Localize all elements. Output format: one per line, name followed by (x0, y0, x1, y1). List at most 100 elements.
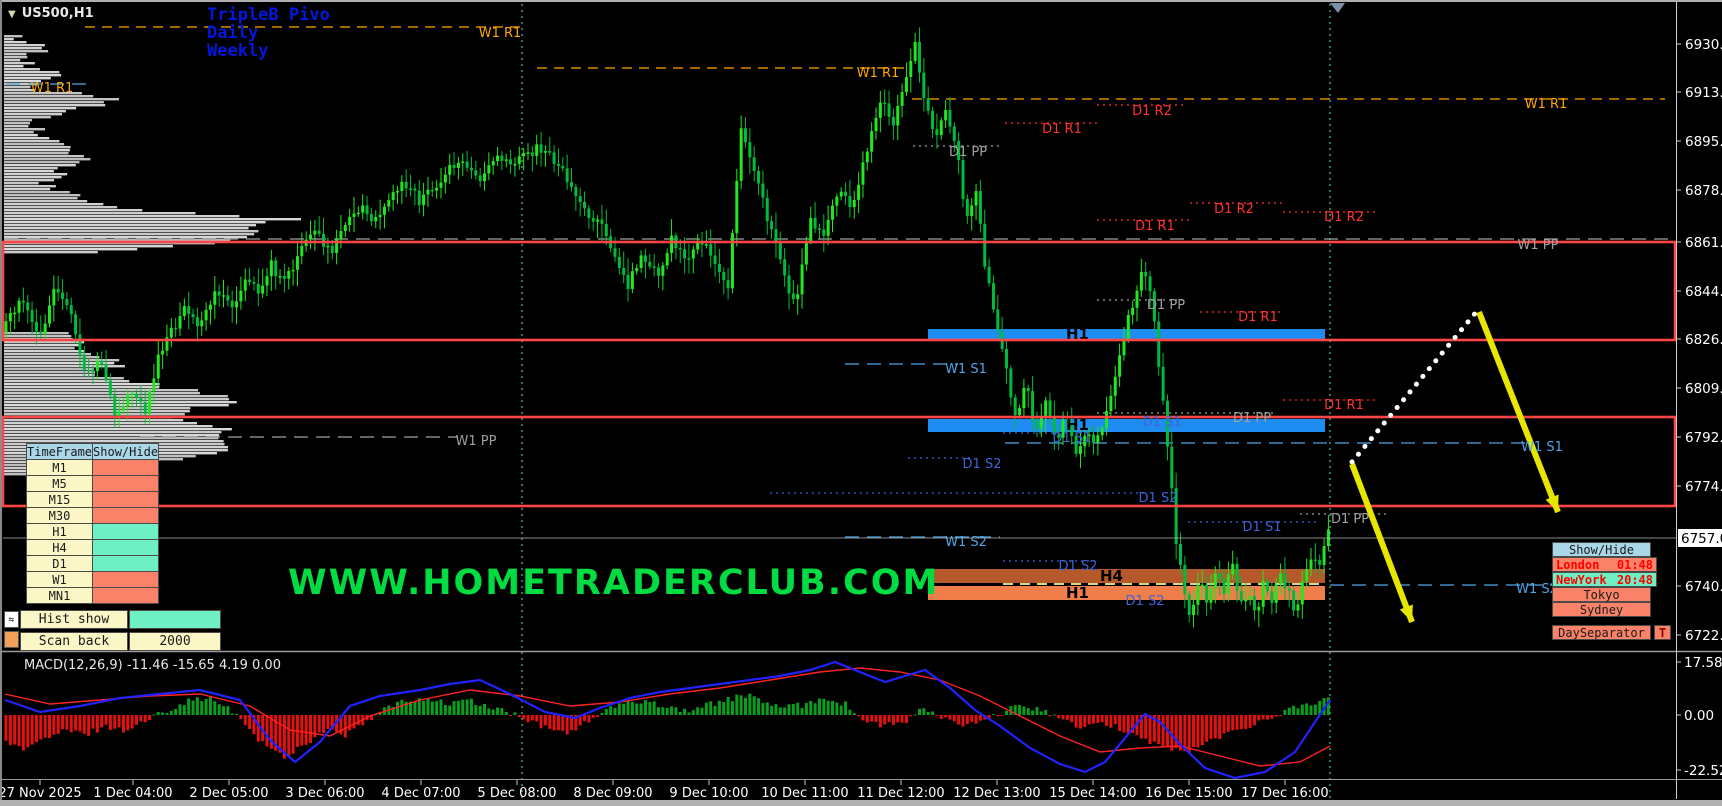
macd-histogram-bar (130, 715, 134, 729)
candle-body (1183, 565, 1187, 595)
candle-body (1018, 408, 1022, 416)
macd-histogram-bar (483, 703, 486, 715)
time-axis-label[interactable]: 16 Dec 15:00 (1145, 786, 1232, 801)
macd-histogram-bar (765, 702, 769, 715)
macd-histogram-bar (752, 696, 756, 715)
symbol-timeframe-label[interactable]: ▼ US500,H1 (8, 6, 94, 21)
macd-histogram-bar (474, 705, 478, 715)
tf-toggle-m30[interactable] (92, 507, 160, 524)
time-axis-label[interactable]: 11 Dec 12:00 (857, 786, 944, 801)
tf-label-d1: D1 (25, 555, 94, 572)
trend-annotation-arrow[interactable] (1349, 462, 1415, 624)
candle-body (857, 184, 861, 200)
candle-body (1174, 488, 1178, 545)
macd-histogram-bar (1270, 715, 1274, 719)
time-axis-label[interactable]: 12 Dec 13:00 (953, 786, 1040, 801)
time-axis-label[interactable]: 15 Dec 14:00 (1049, 786, 1136, 801)
candle-body (326, 245, 330, 248)
macd-histogram-bar (891, 715, 895, 725)
session-row-sydney[interactable]: Sydney (1552, 602, 1651, 617)
volume-profile-bar (4, 50, 49, 53)
hist-row-value[interactable]: 2000 (129, 632, 221, 651)
chevron-down-icon[interactable]: ▼ (8, 9, 16, 20)
macd-histogram-bar (630, 701, 634, 715)
volume-profile-bar (4, 86, 31, 89)
candle-body (417, 190, 421, 206)
range-rectangle[interactable] (1, 415, 1677, 508)
macd-histogram-bar (269, 715, 273, 749)
macd-histogram-bar (174, 708, 178, 715)
macd-histogram-bar (500, 708, 504, 715)
tf-toggle-mn1[interactable] (92, 587, 160, 604)
tf-toggle-m15[interactable] (92, 491, 160, 508)
macd-histogram-bar (243, 715, 247, 726)
candle-body (1213, 573, 1217, 589)
session-row-newyork[interactable]: NewYork 20:48 (1552, 572, 1657, 587)
candle-body (1157, 321, 1161, 367)
volume-profile-bar (4, 89, 35, 92)
time-axis-label[interactable]: 2 Dec 05:00 (189, 786, 268, 801)
macd-histogram-bar (883, 715, 887, 725)
trend-annotation-dotted[interactable] (1349, 308, 1480, 465)
object-list-icon[interactable]: ⇆ (4, 611, 19, 628)
volume-profile-bar (4, 221, 266, 224)
time-axis-label[interactable]: 27 Nov 2025 (0, 786, 82, 801)
tf-toggle-m1[interactable] (92, 459, 160, 476)
time-marker-icon[interactable] (1330, 3, 1345, 13)
trend-annotation-arrow[interactable] (1476, 310, 1561, 514)
window-scroll-strip[interactable] (0, 800, 1722, 806)
candle-body (617, 256, 621, 268)
volume-profile-bar (4, 185, 56, 188)
session-header[interactable]: Show/Hide (1552, 542, 1651, 557)
tf-toggle-m5[interactable] (92, 475, 160, 492)
macd-histogram-bar (435, 701, 439, 715)
candle-body (670, 235, 674, 254)
volume-profile-bar (4, 359, 120, 362)
macd-histogram-bar (609, 706, 613, 715)
time-axis-label[interactable]: 3 Dec 06:00 (285, 786, 364, 801)
candle-body (622, 267, 626, 275)
time-axis-label[interactable]: 8 Dec 09:00 (573, 786, 652, 801)
tf-toggle-w1[interactable] (92, 571, 160, 588)
candle-body (56, 288, 60, 293)
macd-histogram-bar (1105, 715, 1109, 726)
price-axis-label: 6844.0 (1685, 284, 1722, 300)
time-axis-label[interactable]: 17 Dec 16:00 (1241, 786, 1328, 801)
macd-histogram-bar (478, 705, 482, 715)
session-band-h1[interactable] (928, 419, 1325, 432)
macd-histogram-bar (657, 707, 660, 715)
time-axis-label[interactable]: 4 Dec 07:00 (381, 786, 460, 801)
session-band-h4[interactable] (928, 569, 1325, 583)
time-axis-label[interactable]: 1 Dec 04:00 (93, 786, 172, 801)
time-axis-label[interactable]: 9 Dec 10:00 (669, 786, 748, 801)
tf-toggle-d1[interactable] (92, 555, 160, 572)
volume-profile-bar (4, 362, 115, 365)
day-separator-toggle[interactable]: T (1654, 625, 1671, 640)
macd-histogram-bar (369, 715, 373, 721)
hist-row-value[interactable] (129, 610, 221, 629)
candle-body (770, 221, 774, 230)
macd-histogram-bar (774, 704, 778, 715)
pivot-level-label: D1 R2 (1132, 104, 1172, 119)
color-swatch-icon[interactable] (4, 631, 19, 648)
candle-body (643, 255, 647, 262)
time-axis-label[interactable]: 10 Dec 11:00 (761, 786, 848, 801)
session-band-h1[interactable] (928, 586, 1325, 600)
session-band-h1[interactable] (928, 329, 1325, 341)
time-axis-label[interactable]: 5 Dec 08:00 (477, 786, 556, 801)
tf-toggle-h1[interactable] (92, 523, 160, 540)
volume-profile-bar (4, 158, 91, 161)
watermark-text: WWW.HOMETRADERCLUB.COM (288, 563, 940, 603)
candle-body (726, 280, 730, 289)
session-row-london[interactable]: London 01:48 (1552, 557, 1657, 572)
volume-profile-bar (4, 248, 138, 251)
candle-body (461, 161, 465, 164)
macd-histogram-bar (674, 707, 678, 715)
macd-histogram-bar (182, 705, 186, 715)
session-row-tokyo[interactable]: Tokyo (1552, 587, 1651, 602)
volume-profile-bar (4, 380, 130, 383)
tf-toggle-h4[interactable] (92, 539, 160, 556)
macd-histogram-bar (900, 715, 904, 723)
session-row-dayseparator[interactable]: DaySeparator (1552, 625, 1651, 640)
range-rectangle[interactable] (1, 240, 1677, 342)
